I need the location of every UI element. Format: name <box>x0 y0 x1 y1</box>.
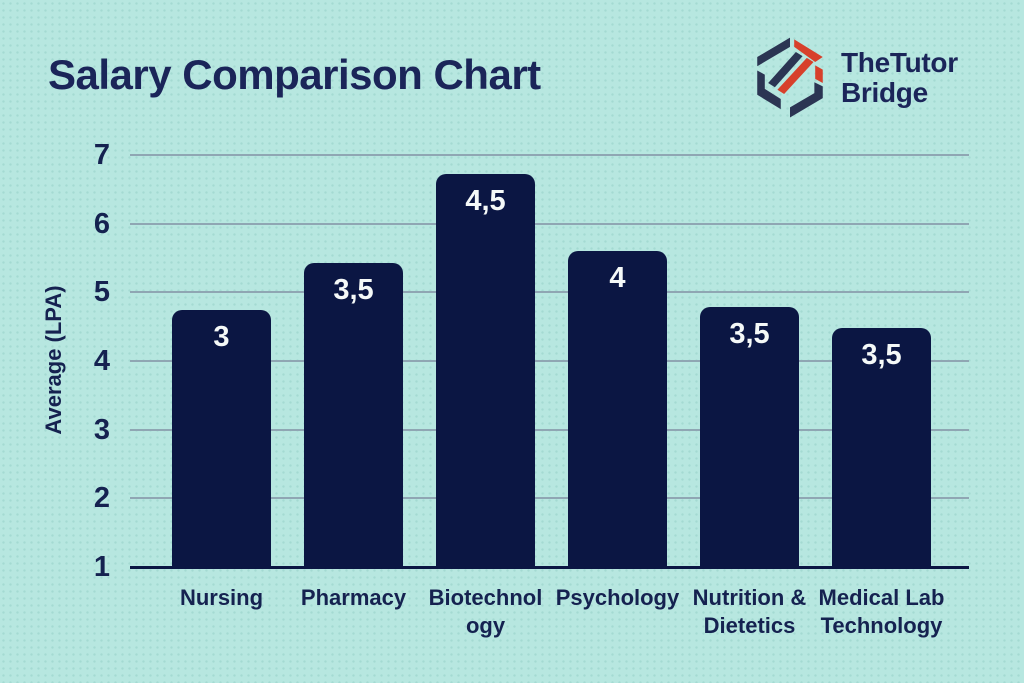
x-tick-label-pharmacy: Pharmacy <box>300 585 407 610</box>
y-tick-label-4: 4 <box>93 345 110 377</box>
x-tick-label-biotechnology: Biotechnol ogy <box>428 585 543 638</box>
gridline-y4 <box>130 360 969 362</box>
x-tick-label-psychology: Psychology <box>555 585 680 610</box>
y-tick-label-3: 3 <box>93 413 110 446</box>
y-tick-label-6: 6 <box>93 207 110 240</box>
gridline-y2 <box>130 497 969 500</box>
gridline-y7 <box>130 154 969 156</box>
bar-value-label: 3 <box>213 320 230 353</box>
y-tick-label-7: 7 <box>93 139 110 171</box>
x-tick-label-nutrition-dietetics: Nutrition & Dietetics <box>692 585 807 638</box>
y-tick-label-1: 1 <box>93 551 110 583</box>
bar-value-label: 3,5 <box>861 339 902 372</box>
bar-pharmacy: 3,5 <box>304 263 403 567</box>
logo-hexagon-icon <box>757 37 823 118</box>
bar-nutrition-dietetics: 3,5 <box>700 307 799 567</box>
x-tick-label-medical-lab-technology: Medical Lab Technology <box>818 585 945 638</box>
bar-medical-lab-technology: 3,5 <box>832 328 931 567</box>
logo-text-line2: Bridge <box>841 77 928 108</box>
gridline-y5 <box>130 291 969 294</box>
bar-value-label: 3,5 <box>333 274 374 307</box>
page-title: Salary Comparison Chart <box>48 51 541 98</box>
bar-biotechnology: 4,5 <box>436 174 535 567</box>
bar-value-label: 4 <box>609 262 626 295</box>
brand-logo: TheTutor Bridge <box>747 36 958 120</box>
bar-value-label: 4,5 <box>465 185 506 218</box>
bar-nursing: 3 <box>172 309 271 567</box>
y-tick-label-2: 2 <box>93 482 110 515</box>
gridline-y3 <box>130 428 969 431</box>
bar-value-label: 3,5 <box>729 318 770 351</box>
gridline-y6 <box>130 222 969 225</box>
logo-text-line1: TheTutor <box>841 47 958 78</box>
y-tick-label-5: 5 <box>93 276 110 309</box>
bar-psychology: 4 <box>568 251 667 567</box>
x-axis-baseline <box>130 566 969 569</box>
x-tick-label-nursing: Nursing <box>179 585 264 610</box>
logo-text: TheTutor Bridge <box>841 48 958 108</box>
